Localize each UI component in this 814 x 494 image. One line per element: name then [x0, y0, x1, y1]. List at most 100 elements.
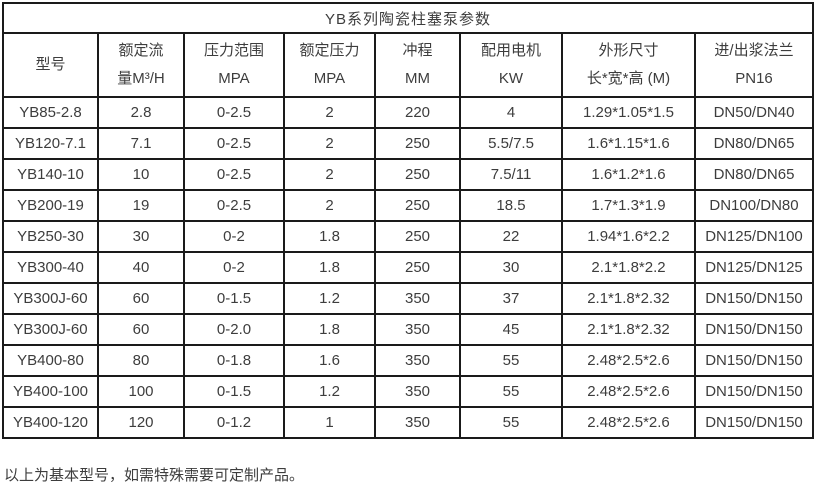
table-cell: 1.7*1.3*1.9: [561, 189, 696, 222]
table-cell: DN125/DN100: [693, 220, 814, 253]
table-cell: 60: [97, 313, 185, 346]
table-cell: 60: [97, 282, 185, 315]
table-cell: 250: [374, 127, 461, 160]
table-cell: 0-2.5: [183, 127, 285, 160]
table-cell: 0-2.0: [183, 313, 285, 346]
table-row: YB400-120 120 0-1.2 1 350 55 2.48*2.5*2.6 DN150…: [2, 406, 814, 439]
table-cell: 1.2: [283, 282, 376, 315]
table-cell: 19: [97, 189, 185, 222]
table-cell: 350: [374, 406, 461, 439]
footer-note: 以上为基本型号，如需特殊需要可定制产品。: [4, 467, 305, 484]
table-cell: 0-2.5: [183, 189, 285, 222]
table-cell: DN150/DN150: [693, 282, 814, 315]
column-header-4: 额定压力 MPA: [283, 32, 376, 98]
table-cell: 1.6: [283, 344, 376, 377]
table-cell: 2.48*2.5*2.6: [561, 375, 696, 408]
table-row: YB140-10 10 0-2.5 2 250 7.5/11 1.6*1.2*1.6 DN80…: [2, 158, 814, 191]
table-cell: DN150/DN150: [693, 375, 814, 408]
table-cell: 5.5/7.5: [459, 127, 563, 160]
table-cell: 0-2.5: [183, 96, 285, 129]
table-cell: 220: [374, 96, 461, 129]
table-cell: YB400-120: [2, 406, 99, 439]
table-cell: YB200-19: [2, 189, 99, 222]
table-cell: DN100/DN80: [693, 189, 814, 222]
table-row: YB300-40 40 0-2 1.8 250 30 2.1*1.8*2.2 DN125/DN…: [2, 251, 814, 284]
table-cell: YB85-2.8: [2, 96, 99, 129]
table-row: YB85-2.8 2.8 0-2.5 2 220 4 1.29*1.05*1.5 DN50/D…: [2, 96, 814, 129]
column-header-5: 冲程 MM: [374, 32, 461, 98]
table-cell: 1.94*1.6*2.2: [561, 220, 696, 253]
table-cell: 1: [283, 406, 376, 439]
table-cell: 2.1*1.8*2.2: [561, 251, 696, 284]
table-cell: DN125/DN125: [693, 251, 814, 284]
table-cell: 2: [283, 127, 376, 160]
table-cell: 0-2: [183, 220, 285, 253]
table-cell: 100: [97, 375, 185, 408]
table-row: YB250-30 30 0-2 1.8 250 22 1.94*1.6*2.2 DN125/D…: [2, 220, 814, 253]
table-cell: YB250-30: [2, 220, 99, 253]
table-cell: 250: [374, 220, 461, 253]
table-header-row: 型号 额定流 量M³/H 压力范围 MPA 额定压力 MPA 冲程 MM 配用电机 KW 外形尺寸 长*…: [2, 32, 814, 98]
table-cell: 10: [97, 158, 185, 191]
column-header-7: 外形尺寸 长*宽*高 (M): [561, 32, 696, 98]
column-header-8: 进/出浆法兰 PN16: [693, 32, 814, 98]
table-cell: YB300J-60: [2, 282, 99, 315]
table-row: YB300J-60 60 0-1.5 1.2 350 37 2.1*1.8*2.32 DN15…: [2, 282, 814, 315]
table-body: YB85-2.8 2.8 0-2.5 2 220 4 1.29*1.05*1.5 DN50/D…: [2, 96, 814, 439]
table-cell: YB300-40: [2, 251, 99, 284]
table-cell: 45: [459, 313, 563, 346]
table-cell: 120: [97, 406, 185, 439]
table-cell: 1.8: [283, 251, 376, 284]
table-cell: 2.1*1.8*2.32: [561, 313, 696, 346]
table-cell: YB400-100: [2, 375, 99, 408]
table-cell: 2.48*2.5*2.6: [561, 344, 696, 377]
table-cell: 18.5: [459, 189, 563, 222]
table-cell: DN150/DN150: [693, 313, 814, 346]
table-cell: 2: [283, 189, 376, 222]
column-header-3: 压力范围 MPA: [183, 32, 285, 98]
table-cell: 0-2.5: [183, 158, 285, 191]
table-cell: 2.48*2.5*2.6: [561, 406, 696, 439]
table-row: YB200-19 19 0-2.5 2 250 18.5 1.7*1.3*1.9 DN100/…: [2, 189, 814, 222]
table-row: YB400-100 100 0-1.5 1.2 350 55 2.48*2.5*2.6 DN1…: [2, 375, 814, 408]
table-cell: 22: [459, 220, 563, 253]
table-cell: 250: [374, 251, 461, 284]
table-title: YB系列陶瓷柱塞泵参数: [1, 2, 814, 34]
table-row: YB400-80 80 0-1.8 1.6 350 55 2.48*2.5*2.6 DN150…: [2, 344, 814, 377]
table-cell: 1.2: [283, 375, 376, 408]
table-cell: 37: [459, 282, 563, 315]
table-cell: 7.1: [97, 127, 185, 160]
table-head: YB系列陶瓷柱塞泵参数 型号 额定流 量M³/H 压力范围 MPA 额定压力 MPA 冲程 MM…: [1, 2, 814, 98]
column-header-2: 额定流 量M³/H: [97, 32, 185, 98]
table-cell: 7.5/11: [459, 158, 563, 191]
table-cell: 1.29*1.05*1.5: [561, 96, 696, 129]
table-cell: 350: [374, 375, 461, 408]
table-cell: 2.8: [97, 96, 185, 129]
table-cell: 2: [283, 96, 376, 129]
table-cell: 4: [459, 96, 563, 129]
table-cell: 350: [374, 344, 461, 377]
table-cell: 250: [374, 189, 461, 222]
table-cell: 55: [459, 375, 563, 408]
table-cell: 1.6*1.15*1.6: [561, 127, 696, 160]
table-cell: 1.8: [283, 220, 376, 253]
table-cell: 1.8: [283, 313, 376, 346]
table-cell: 0-2: [183, 251, 285, 284]
table-cell: DN50/DN40: [693, 96, 814, 129]
table-cell: 80: [97, 344, 185, 377]
table-cell: 30: [459, 251, 563, 284]
table-cell: DN80/DN65: [693, 127, 814, 160]
column-header-6: 配用电机 KW: [459, 32, 563, 98]
table-cell: DN80/DN65: [693, 158, 814, 191]
table-cell: 2: [283, 158, 376, 191]
table-cell: 2.1*1.8*2.32: [561, 282, 696, 315]
table-cell: 350: [374, 282, 461, 315]
table-row: YB300J-60 60 0-2.0 1.8 350 45 2.1*1.8*2.32 DN15…: [2, 313, 814, 346]
table-cell: 0-1.8: [183, 344, 285, 377]
table-cell: YB120-7.1: [2, 127, 99, 160]
column-header-1: 型号: [2, 32, 99, 98]
table-cell: 0-1.5: [183, 375, 285, 408]
table-cell: YB300J-60: [2, 313, 99, 346]
table-cell: 1.6*1.2*1.6: [561, 158, 696, 191]
table-cell: 0-1.2: [183, 406, 285, 439]
